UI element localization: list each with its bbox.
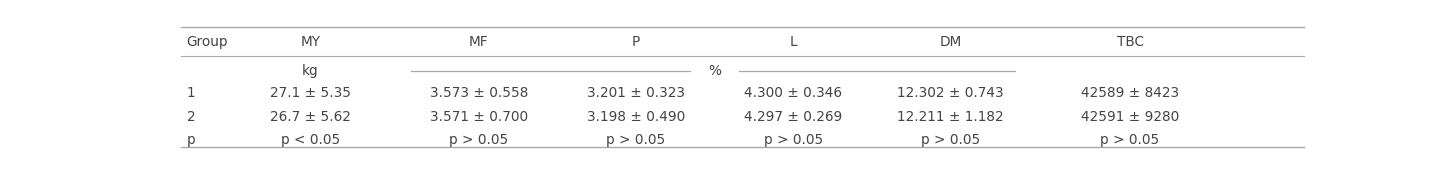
Text: 3.571 ± 0.700: 3.571 ± 0.700 <box>430 110 527 124</box>
Text: MF: MF <box>469 35 488 49</box>
Text: 26.7 ± 5.62: 26.7 ± 5.62 <box>270 110 351 124</box>
Text: MY: MY <box>300 35 320 49</box>
Text: 2: 2 <box>187 110 196 124</box>
Text: 12.211 ± 1.182: 12.211 ± 1.182 <box>897 110 1004 124</box>
Text: 27.1 ± 5.35: 27.1 ± 5.35 <box>270 86 351 100</box>
Text: %: % <box>709 64 722 78</box>
Text: p < 0.05: p < 0.05 <box>281 133 341 147</box>
Text: 42591 ± 9280: 42591 ± 9280 <box>1081 110 1179 124</box>
Text: 4.297 ± 0.269: 4.297 ± 0.269 <box>743 110 842 124</box>
Text: P: P <box>632 35 640 49</box>
Text: p > 0.05: p > 0.05 <box>1100 133 1159 147</box>
Text: p > 0.05: p > 0.05 <box>606 133 665 147</box>
Text: p: p <box>187 133 196 147</box>
Text: p > 0.05: p > 0.05 <box>920 133 980 147</box>
Text: kg: kg <box>301 64 319 78</box>
Text: L: L <box>790 35 797 49</box>
Text: Group: Group <box>187 35 229 49</box>
Text: 12.302 ± 0.743: 12.302 ± 0.743 <box>897 86 1004 100</box>
Text: p > 0.05: p > 0.05 <box>449 133 509 147</box>
Text: 42589 ± 8423: 42589 ± 8423 <box>1081 86 1179 100</box>
Text: 3.573 ± 0.558: 3.573 ± 0.558 <box>429 86 527 100</box>
Text: 4.300 ± 0.346: 4.300 ± 0.346 <box>745 86 842 100</box>
Text: p > 0.05: p > 0.05 <box>764 133 823 147</box>
Text: 3.198 ± 0.490: 3.198 ± 0.490 <box>587 110 685 124</box>
Text: DM: DM <box>939 35 962 49</box>
Text: 1: 1 <box>187 86 196 100</box>
Text: TBC: TBC <box>1117 35 1143 49</box>
Text: 3.201 ± 0.323: 3.201 ± 0.323 <box>587 86 685 100</box>
